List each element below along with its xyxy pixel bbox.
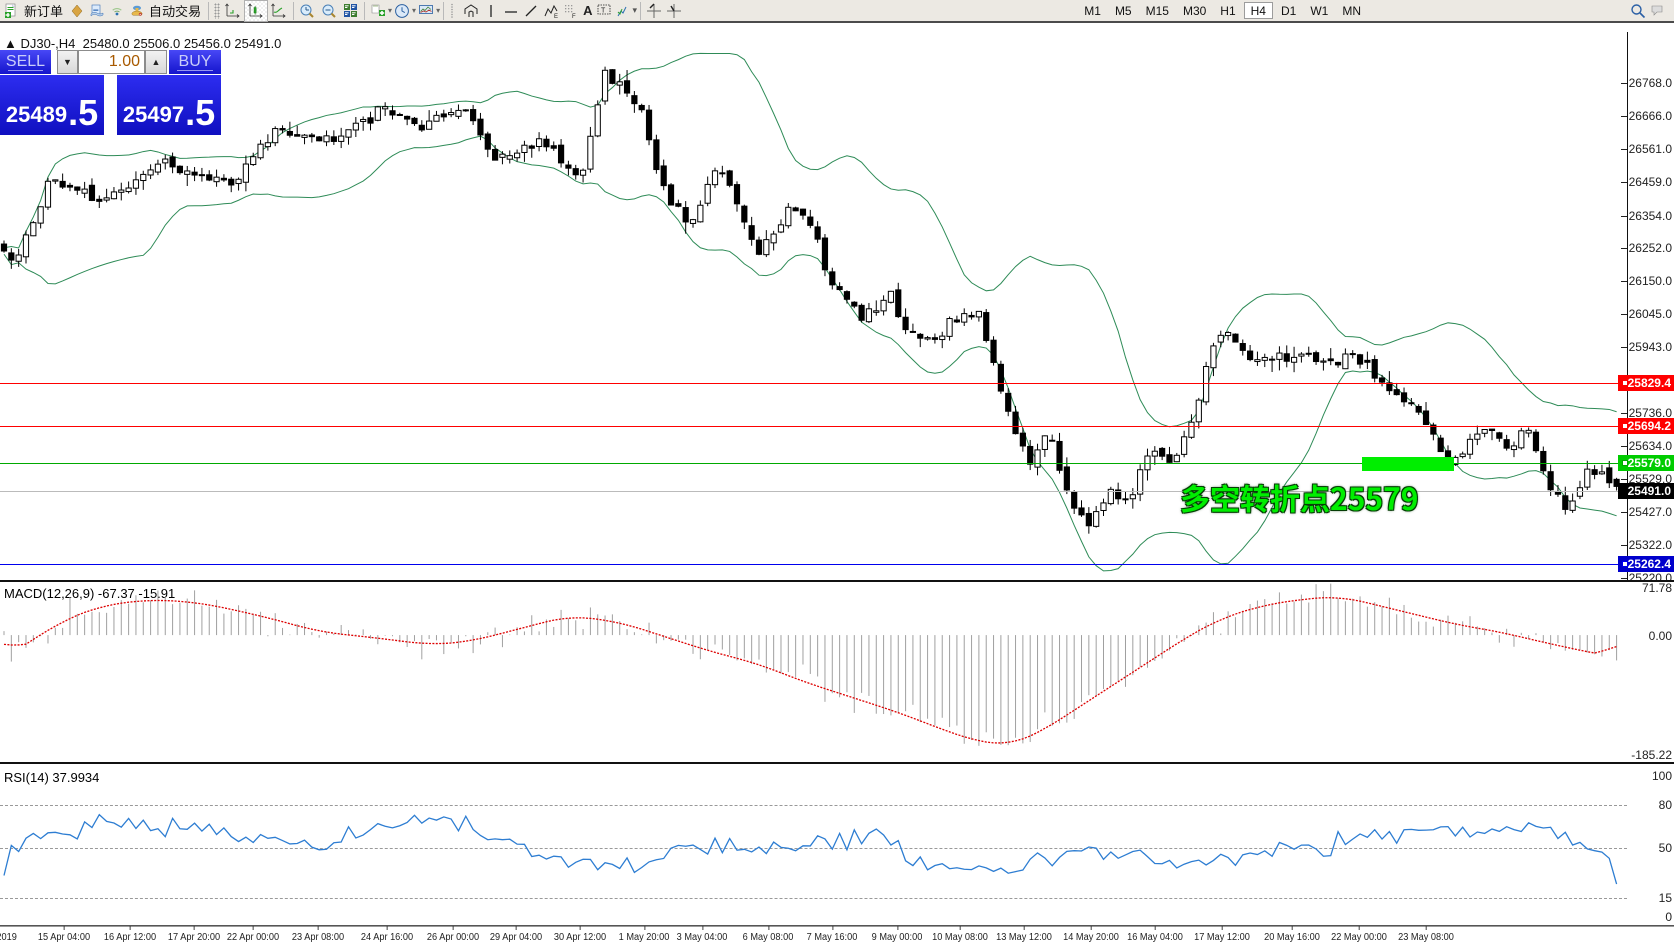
svg-text:F: F [572, 14, 576, 19]
svg-text:T: T [601, 7, 606, 14]
svg-text:E: E [554, 14, 558, 19]
